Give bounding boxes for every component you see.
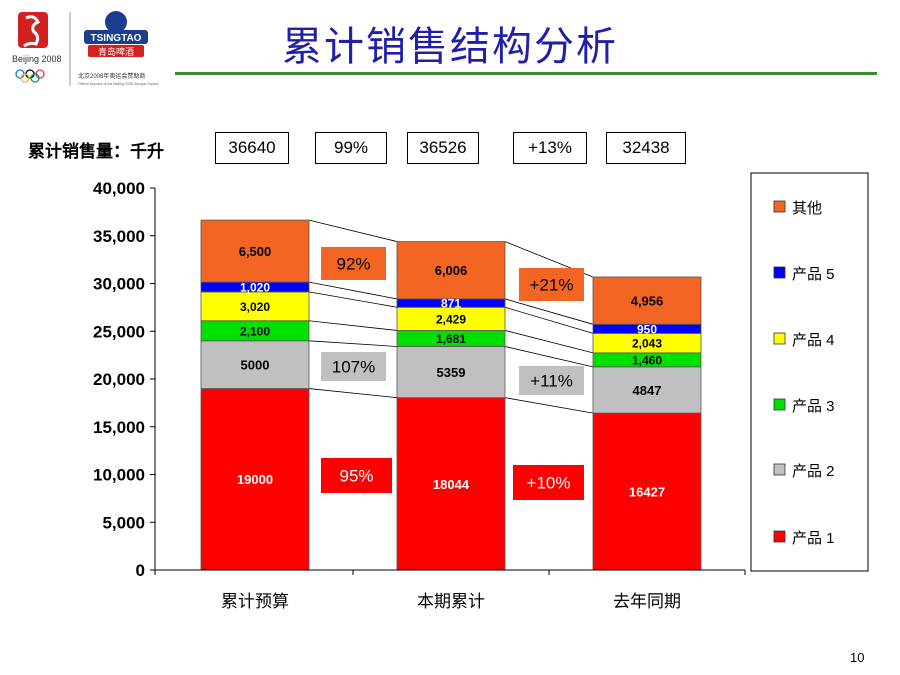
bar-segment <box>200 388 310 571</box>
top-box-growth: +13% <box>513 132 587 164</box>
bar-segment <box>200 340 310 389</box>
connector-line <box>308 340 398 347</box>
legend-label: 产品 5 <box>792 266 835 283</box>
ratio-box <box>513 465 584 500</box>
y-tick-label: 20,000 <box>93 370 145 389</box>
y-tick-label: 0 <box>136 561 145 580</box>
legend-box <box>750 172 869 572</box>
y-tick-label: 25,000 <box>93 322 145 341</box>
bar-data-label: 3,020 <box>240 300 270 314</box>
connector-line <box>308 291 398 308</box>
ratio-box <box>321 458 392 493</box>
ratio-box-label: +11% <box>530 372 573 391</box>
unit-label: 累计销售量：千升 <box>28 142 164 162</box>
connector-line <box>308 388 398 399</box>
x-category-label: 去年同期 <box>613 592 681 611</box>
bar-data-label: 4,956 <box>631 294 664 309</box>
bar-data-label: 1,681 <box>436 332 466 346</box>
bar-data-label: 6,006 <box>435 263 468 278</box>
tsingtao-logo: TSINGTAO 青岛啤酒 北京2008年奥运会赞助商 Official Spo… <box>78 11 159 86</box>
bar-data-label: 2,043 <box>632 337 662 351</box>
top-box-budget-ratio: 99% <box>315 132 387 164</box>
y-tick-label: 35,000 <box>93 227 145 246</box>
bar-data-label: 871 <box>441 297 461 311</box>
x-category-label: 本期累计 <box>417 592 485 611</box>
legend-swatch <box>773 530 786 543</box>
page-title: 累计销售结构分析 <box>282 24 618 70</box>
bar-segment <box>396 397 506 571</box>
ratio-box-label: +10% <box>527 474 571 493</box>
connector-line <box>504 330 594 354</box>
bar-data-label: 4847 <box>633 383 662 398</box>
ratio-box-label: 95% <box>339 467 373 486</box>
bar-data-label: 6,500 <box>239 244 272 259</box>
sponsor-text: 北京2008年奥运会赞助商 <box>78 72 145 80</box>
legend-swatch <box>773 332 786 345</box>
y-tick-label: 30,000 <box>93 275 145 294</box>
bar-data-label: 5359 <box>437 365 466 380</box>
bar-segment <box>592 276 702 325</box>
top-box-lastyear-total: 32438 <box>606 132 686 164</box>
legend-label: 产品 4 <box>792 332 835 349</box>
bar-data-label: 950 <box>637 322 657 336</box>
connector-line <box>504 306 594 334</box>
top-box-current-total: 36526 <box>407 132 479 164</box>
bar-data-label: 2,429 <box>436 312 466 326</box>
olympic-text: Beijing 2008 <box>12 54 62 64</box>
x-category-label: 累计预算 <box>221 592 289 611</box>
brand-cn-text: 青岛啤酒 <box>98 46 134 57</box>
beijing-olympic-logo: Beijing 2008 <box>12 12 62 83</box>
bar-segment <box>592 366 702 414</box>
ratio-box-label: +21% <box>530 276 574 295</box>
bar-segment <box>200 219 310 283</box>
connector-line <box>308 281 398 300</box>
y-tick-label: 15,000 <box>93 418 145 437</box>
bar-data-label: 2,100 <box>240 324 270 338</box>
y-tick-label: 5,000 <box>102 513 145 532</box>
bar-segment <box>396 346 506 399</box>
ratio-box <box>321 247 386 280</box>
legend-label: 产品 1 <box>792 530 835 547</box>
legend-label: 产品 2 <box>792 463 835 480</box>
legend-swatch <box>773 398 786 411</box>
sponsor-sub-text: Official Sponsor of the Beijing 2008 Oly… <box>78 82 159 86</box>
ratio-box <box>321 352 386 381</box>
legend-swatch <box>773 266 786 279</box>
bar-data-label: 1,460 <box>632 353 662 367</box>
logo-area: Beijing 2008 TSINGTAO 青岛啤酒 北京2008年奥运会赞助商… <box>8 8 168 88</box>
ratio-box <box>519 366 584 395</box>
y-tick-label: 40,000 <box>93 179 145 198</box>
connector-line <box>308 219 398 242</box>
legend-swatch <box>773 200 786 213</box>
page-number: 10 <box>850 650 865 665</box>
legend-label: 产品 3 <box>792 398 835 415</box>
connector-line <box>308 320 398 331</box>
legend-swatch <box>773 463 786 476</box>
legend-label: 其他 <box>792 200 822 217</box>
bar-data-label: 16427 <box>629 485 665 500</box>
title-divider <box>175 72 877 75</box>
top-box-budget-total: 36640 <box>215 132 289 164</box>
bar-data-label: 5000 <box>241 358 270 373</box>
y-tick-label: 10,000 <box>93 466 145 485</box>
bar-data-label: 1,020 <box>240 281 270 295</box>
brand-text: TSINGTAO <box>91 33 142 44</box>
bar-data-label: 19000 <box>237 472 273 487</box>
ratio-box-label: 92% <box>336 255 370 274</box>
ratio-box <box>519 268 584 301</box>
connector-line <box>504 346 594 368</box>
ratio-box-label: 107% <box>332 358 375 377</box>
bar-segment <box>396 241 506 300</box>
connector-line <box>504 298 594 325</box>
bar-data-label: 18044 <box>433 477 470 492</box>
bar-segment <box>592 412 702 571</box>
connector-line <box>504 397 594 414</box>
